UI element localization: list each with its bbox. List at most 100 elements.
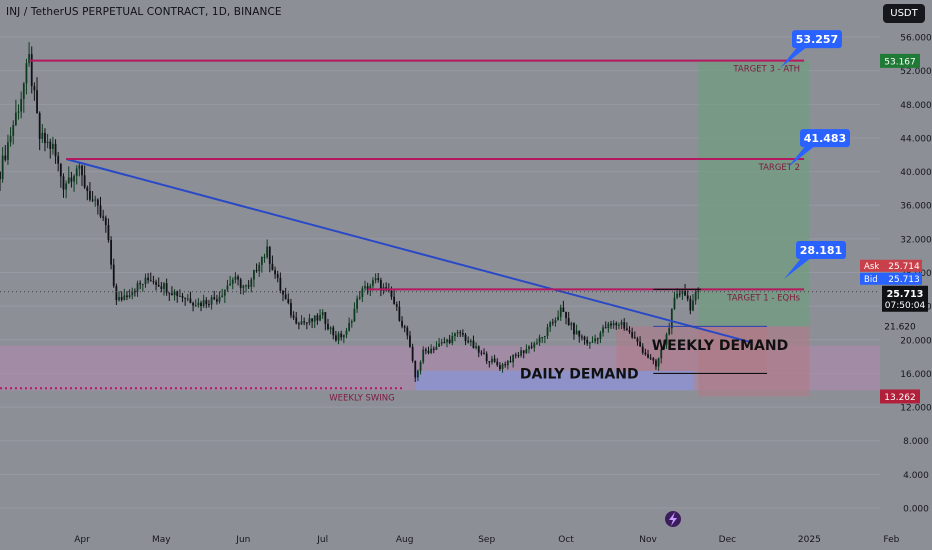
x-tick-label: Nov (639, 535, 657, 545)
candle-body (395, 304, 398, 307)
candle-body (546, 327, 549, 336)
candle-body (160, 286, 163, 289)
candle-body (588, 342, 591, 344)
candle-body (218, 296, 221, 302)
currency-button[interactable]: USDT (883, 4, 925, 23)
candle-body (99, 205, 102, 217)
candle-body (655, 360, 657, 367)
candle-body (131, 291, 134, 296)
candle-body (184, 297, 187, 299)
candle-body (223, 289, 226, 296)
candle-body (514, 354, 517, 356)
candle-body (49, 141, 52, 149)
candle-body (311, 318, 314, 322)
candle-body (583, 336, 586, 340)
candle-body (173, 291, 176, 296)
candle-body (258, 264, 261, 272)
candle-body (665, 334, 668, 345)
candle-body (41, 132, 44, 139)
candle-body (612, 323, 615, 326)
callout-pointer (788, 145, 816, 168)
last-price: 25.713 (887, 289, 924, 300)
candle-body (631, 332, 634, 338)
candle-body (287, 299, 290, 303)
candle-body (499, 365, 501, 370)
candle-body (308, 318, 311, 324)
ask-tag (860, 259, 886, 272)
candle-body (446, 339, 448, 343)
candle-body (329, 327, 332, 330)
callout-box (796, 240, 846, 259)
candle-body (83, 175, 86, 188)
candle-body (681, 290, 684, 294)
callout-label: 53.257 (796, 33, 838, 46)
y-tick-label: 36.000 (900, 202, 932, 212)
candle-body (393, 296, 396, 305)
candle-body (4, 155, 7, 160)
candle-body (213, 297, 216, 300)
ask-label: Ask (864, 262, 879, 272)
candle-body (276, 274, 279, 278)
candle-body (242, 285, 245, 288)
candle-body (456, 332, 459, 334)
candle-body (676, 293, 679, 298)
candle-body (231, 279, 234, 284)
ask-value: 25.714 (888, 262, 920, 272)
candle-body (562, 307, 565, 312)
candle-body (155, 281, 157, 285)
axis-price-label: 21.620 (884, 323, 916, 333)
candle-body (295, 317, 298, 324)
candle-body (353, 308, 356, 322)
candle-body (610, 323, 612, 326)
candle-body (20, 99, 23, 112)
candle-body (136, 283, 139, 292)
weekly-swing-label: WEEKLY SWING (329, 393, 394, 403)
candle-body (694, 292, 697, 301)
candle-body (210, 297, 213, 305)
candle-body (62, 176, 65, 190)
candle-body (332, 327, 335, 336)
candle-body (377, 278, 380, 281)
candle-body (123, 295, 126, 300)
candle-body (194, 305, 197, 307)
candle-body (398, 306, 401, 321)
zone-target (698, 60, 810, 327)
candle-body (94, 199, 97, 201)
candle-body (96, 199, 99, 206)
candle-body (570, 323, 573, 326)
candle-body (110, 240, 112, 265)
bolt-glyph (669, 512, 677, 526)
candle-body (271, 263, 274, 271)
y-tick-label: 12.000 (900, 404, 932, 414)
candle-body (54, 143, 57, 157)
candle-body (22, 83, 25, 100)
candle-body (517, 355, 520, 357)
candle-body (268, 246, 271, 264)
candle-body (324, 312, 327, 324)
candle-body (1, 155, 4, 180)
candle-body (7, 142, 9, 160)
candle-body (250, 279, 253, 287)
y-tick-label: 52.000 (900, 67, 932, 77)
candle-body (149, 280, 152, 282)
candle-body (89, 190, 91, 200)
candle-body (364, 286, 366, 289)
candle-body (567, 317, 570, 326)
y-tick-label: 4.000 (903, 471, 929, 481)
x-tick-label: Dec (719, 535, 736, 545)
candle-body (594, 338, 597, 342)
axis-price-tag (880, 389, 920, 404)
candle-body (102, 216, 105, 218)
y-tick-label: 56.000 (900, 34, 932, 44)
candle-body (602, 327, 604, 333)
candle-body (226, 285, 229, 290)
candle-body (422, 349, 425, 362)
x-tick-label: Oct (558, 535, 574, 545)
candle-body (443, 342, 446, 344)
candle-body (379, 280, 382, 291)
candle-body (284, 294, 287, 300)
candle-body (599, 332, 602, 339)
candle-body (133, 291, 136, 293)
